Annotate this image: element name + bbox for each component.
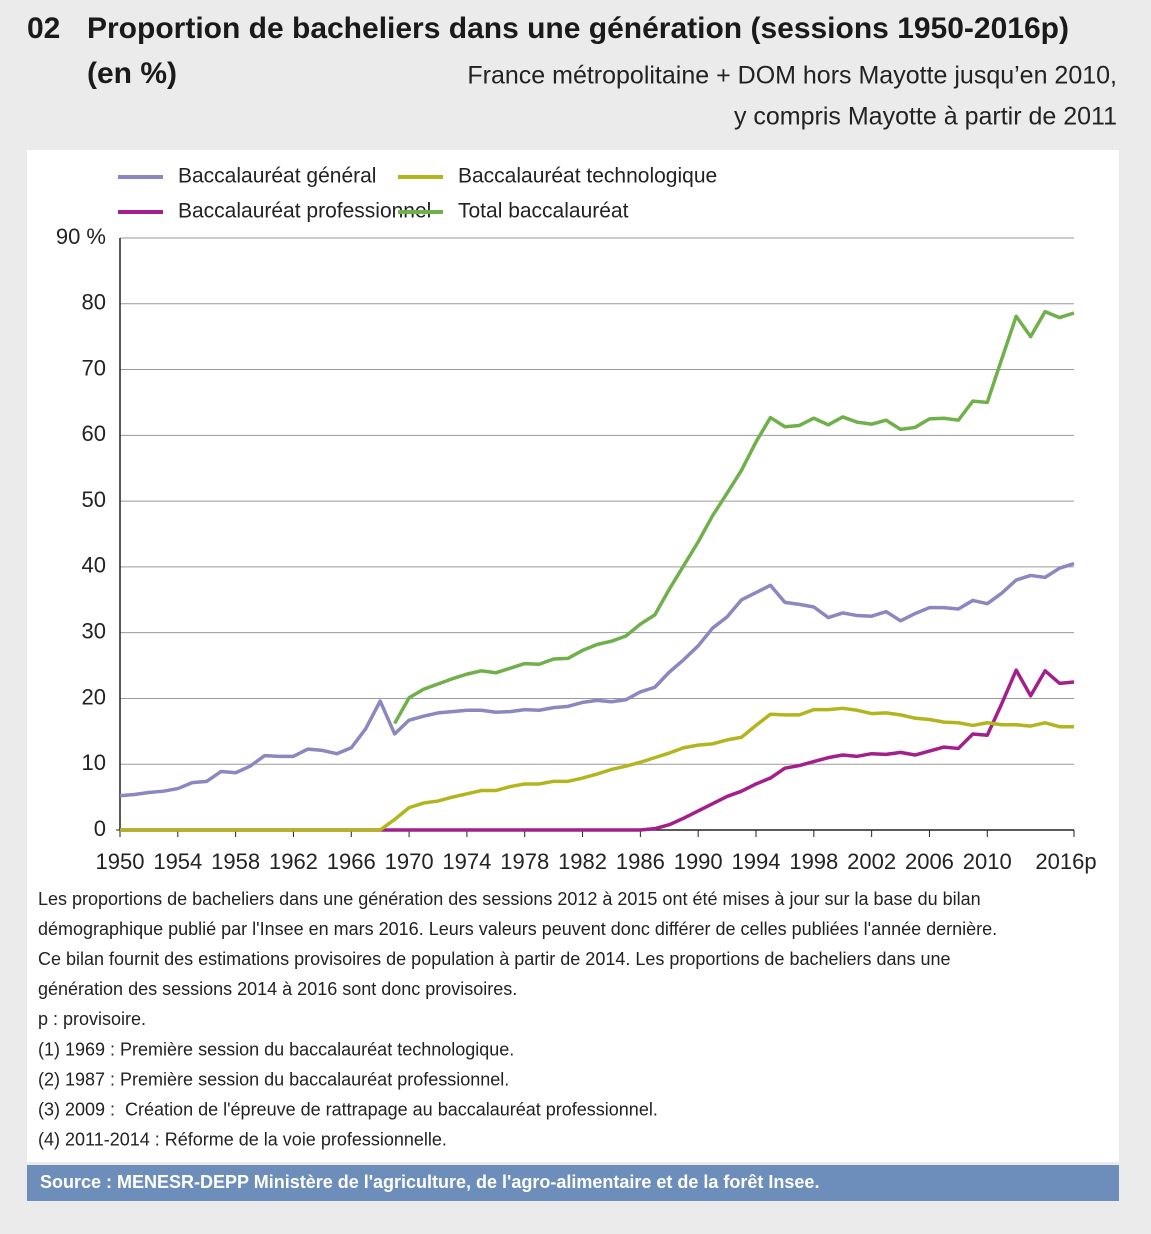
subtitle: France métropolitaine + DOM hors Mayotte…: [467, 62, 1117, 90]
y-tick-label: 20: [82, 684, 106, 709]
series-line: [120, 706, 1074, 832]
note: (1) 1969 : Première session du baccalaur…: [38, 1039, 514, 1059]
x-tick-label: 1986: [616, 849, 665, 874]
x-tick-label: 2002: [847, 849, 896, 874]
note: (2) 1987 : Première session du baccalaur…: [38, 1069, 509, 1089]
source: Source : MENESR-DEPP Ministère de l'agri…: [40, 1172, 819, 1192]
note: (3) 2009 : Création de l'épreuve de ratt…: [38, 1099, 658, 1119]
x-tick-label: 1994: [732, 849, 781, 874]
series-line: [393, 309, 1075, 725]
legend-label: Total baccalauréat: [458, 200, 629, 223]
x-tick-label: 1998: [789, 849, 838, 874]
y-tick-label: 90 %: [56, 224, 106, 249]
x-tick-label: 1974: [442, 849, 491, 874]
legend-label: Baccalauréat général: [178, 165, 376, 188]
legend-label: Baccalauréat technologique: [458, 165, 717, 188]
title-number: 02: [27, 12, 60, 45]
note: génération des sessions 2014 à 2016 sont…: [38, 979, 517, 999]
y-tick-label: 0: [94, 816, 106, 841]
x-tick-label: 2016p: [1035, 849, 1096, 874]
y-tick-label: 40: [82, 553, 106, 578]
x-tick-label: 1978: [500, 849, 549, 874]
title-unit: (en %): [87, 57, 177, 90]
chart-title: Proportion de bacheliers dans une généra…: [87, 12, 1069, 45]
x-tick-label: 1950: [96, 849, 145, 874]
legend-label: Baccalauréat professionnel: [178, 200, 431, 223]
x-tick-label: 2010: [963, 849, 1012, 874]
x-tick-label: 1970: [385, 849, 434, 874]
note: Ce bilan fournit des estimations proviso…: [38, 949, 951, 969]
x-tick-label: 1990: [674, 849, 723, 874]
series-line: [119, 561, 1075, 798]
x-tick-label: 1954: [153, 849, 202, 874]
x-tick-label: 1962: [269, 849, 318, 874]
y-tick-label: 10: [82, 750, 106, 775]
note: démographique publié par l'Insee en mars…: [38, 919, 997, 939]
y-tick-label: 70: [82, 355, 106, 380]
y-tick-label: 60: [82, 421, 106, 446]
x-tick-label: 1958: [211, 849, 260, 874]
y-tick-label: 50: [82, 487, 106, 512]
source-bar: [27, 1165, 1119, 1201]
note: p : provisoire.: [38, 1009, 146, 1029]
x-tick-label: 1982: [558, 849, 607, 874]
y-tick-label: 30: [82, 618, 106, 643]
note: Les proportions de bacheliers dans une g…: [38, 889, 981, 909]
x-tick-label: 1966: [327, 849, 376, 874]
note: (4) 2011-2014 : Réforme de la voie profe…: [38, 1130, 447, 1150]
y-tick-label: 80: [82, 290, 106, 315]
x-tick-label: 2006: [905, 849, 954, 874]
subtitle: y compris Mayotte à partir de 2011: [734, 103, 1117, 131]
